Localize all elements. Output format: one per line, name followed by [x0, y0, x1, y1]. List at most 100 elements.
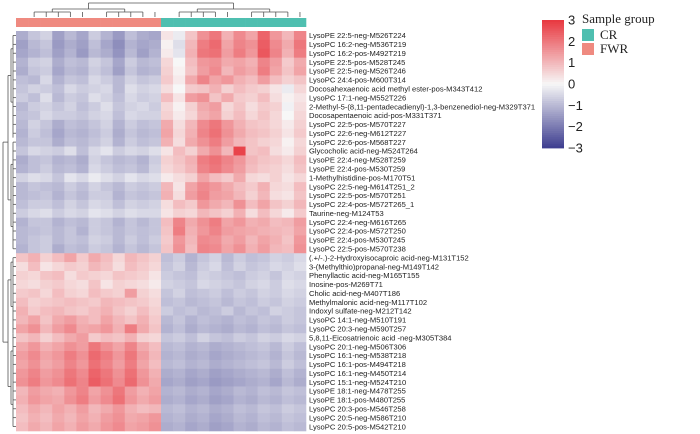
heatmap-cell: [233, 315, 246, 325]
heatmap-cell: [28, 413, 41, 423]
heatmap-cell: [52, 146, 65, 156]
heatmap-cell: [64, 155, 77, 165]
heatmap-cell: [197, 386, 210, 396]
heatmap-cell: [40, 413, 53, 423]
color-scale-step: [542, 105, 564, 108]
heatmap-cell: [100, 359, 113, 370]
heatmap-cell: [88, 288, 101, 298]
heatmap-cell: [40, 297, 53, 307]
heatmap-cell: [281, 164, 295, 174]
heatmap-cell: [281, 386, 295, 396]
heatmap-cell: [185, 84, 198, 94]
heatmap-cell: [269, 342, 283, 352]
heatmap-cell: [197, 351, 210, 361]
heatmap-cell: [64, 324, 77, 334]
heatmap-cell: [52, 306, 65, 316]
color-scale-step: [542, 122, 564, 125]
color-scale-step: [542, 52, 564, 55]
heatmap-cell: [76, 128, 89, 138]
heatmap-cell: [148, 128, 162, 138]
heatmap-cell: [161, 324, 174, 334]
heatmap-cell: [76, 342, 89, 352]
heatmap-cell: [76, 413, 89, 423]
heatmap-cell: [124, 244, 138, 254]
heatmap-cell: [16, 315, 29, 325]
heatmap-cell: [124, 146, 138, 156]
heatmap-cell: [136, 253, 150, 263]
heatmap-cell: [124, 137, 138, 147]
heatmap-cell: [245, 217, 258, 227]
heatmap-cell: [281, 93, 295, 103]
heatmap-cell: [16, 342, 29, 352]
heatmap-cell: [64, 342, 77, 352]
heatmap-cell: [136, 39, 150, 50]
heatmap-cell: [233, 31, 246, 41]
heatmap-cell: [221, 297, 234, 307]
heatmap-cell: [161, 57, 174, 67]
heatmap-cell: [173, 324, 186, 334]
heatmap-cell: [124, 155, 138, 165]
heatmap-cell: [185, 386, 198, 396]
heatmap-cell: [293, 155, 307, 165]
color-scale-step: [542, 32, 564, 36]
color-scale-step: [542, 64, 564, 68]
heatmap-cell: [64, 351, 77, 361]
heatmap-cell: [52, 93, 65, 103]
heatmap-cell: [233, 404, 246, 414]
color-scale-step: [542, 79, 564, 83]
heatmap-cell: [221, 84, 234, 94]
heatmap-cell: [269, 75, 283, 85]
heatmap-cell: [52, 119, 65, 130]
heatmap-cell: [124, 422, 138, 432]
color-scale-tick-label: −3: [568, 141, 583, 156]
heatmap-cell: [64, 128, 77, 138]
heatmap-cells: [16, 31, 307, 432]
heatmap-cell: [293, 368, 307, 378]
heatmap-cell: [40, 39, 53, 50]
heatmap-cell: [281, 351, 295, 361]
heatmap-cell: [245, 199, 258, 210]
heatmap-cell: [209, 226, 222, 236]
heatmap-cell: [209, 84, 222, 94]
heatmap-cell: [16, 244, 29, 254]
heatmap-cell: [269, 351, 283, 361]
heatmap-cell: [28, 66, 41, 76]
heatmap-cell: [112, 93, 126, 103]
heatmap-cell: [245, 173, 258, 183]
heatmap-cell: [173, 57, 186, 67]
heatmap-cell: [76, 262, 89, 272]
heatmap-cell: [88, 271, 101, 281]
heatmap-cell: [233, 57, 246, 67]
heatmap-cell: [197, 333, 210, 343]
heatmap-cell: [269, 324, 283, 334]
heatmap-cell: [136, 359, 150, 370]
heatmap-cell: [124, 102, 138, 112]
heatmap-cell: [148, 75, 162, 85]
color-scale-step: [542, 24, 564, 27]
heatmap-cell: [28, 377, 41, 387]
heatmap-cell: [173, 226, 186, 236]
heatmap-cell: [197, 173, 210, 183]
heatmap-cell: [209, 217, 222, 227]
heatmap-cell: [40, 333, 53, 343]
row-label: 5,8,11-Eicosatrienoic acid -neg-M305T384: [309, 333, 452, 342]
heatmap-cell: [209, 404, 222, 414]
heatmap-cell: [124, 306, 138, 316]
heatmap-cell: [148, 271, 162, 281]
heatmap-cell: [112, 119, 126, 130]
heatmap-cell: [148, 155, 162, 165]
heatmap-cell: [88, 342, 101, 352]
heatmap-cell: [293, 137, 307, 147]
heatmap-cell: [28, 102, 41, 112]
heatmap-cell: [52, 342, 65, 352]
heatmap-cell: [40, 137, 53, 147]
color-scale-step: [542, 90, 564, 93]
heatmap-cell: [161, 368, 174, 378]
row-label: LysoPC 17:1-neg-M552T226: [309, 93, 406, 102]
heatmap-cell: [185, 31, 198, 41]
heatmap-cell: [52, 173, 65, 183]
row-label: 3-(Methylthio)propanal-neg-M149T142: [309, 262, 439, 271]
heatmap-cell: [221, 39, 234, 50]
heatmap-cell: [28, 271, 41, 281]
heatmap-cell: [100, 279, 113, 290]
